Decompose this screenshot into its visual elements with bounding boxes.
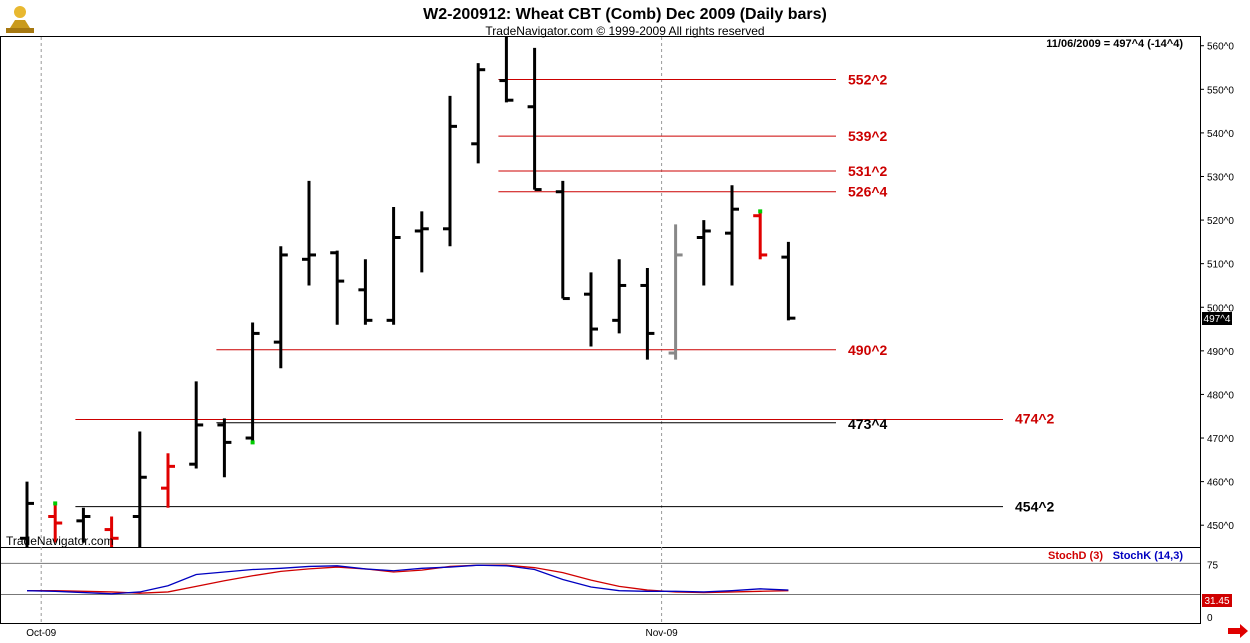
watermark-text: TradeNavigator.com xyxy=(6,534,114,548)
price-bar xyxy=(555,180,570,301)
price-axis: 450^0 460^0 470^0 480^0 490^0 500^0 510^0 520^0… xyxy=(1200,42,1234,532)
indicator-tick-label: 0 xyxy=(1207,613,1213,624)
date-axis: Oct-09 Nov-09 xyxy=(26,628,678,639)
price-bar xyxy=(527,47,542,192)
y-tick-label: 510^0 xyxy=(1207,260,1234,271)
level-label: 454^2 xyxy=(1015,499,1055,515)
price-bar xyxy=(471,63,486,164)
last-price-label: 497^4 xyxy=(1204,314,1231,325)
x-tick-label: Oct-09 xyxy=(26,628,56,639)
status-readout: 11/06/2009 = 497^4 (-14^4) xyxy=(1046,38,1183,50)
level-label: 474^2 xyxy=(1015,411,1055,427)
y-tick-label: 480^0 xyxy=(1207,390,1234,401)
y-tick-label: 530^0 xyxy=(1207,172,1234,183)
level-label: 539^2 xyxy=(848,128,888,144)
chart-subtitle: TradeNavigator.com © 1999-2009 All right… xyxy=(485,24,764,38)
x-tick-label: Nov-09 xyxy=(645,628,678,639)
level-label: 531^2 xyxy=(848,163,888,179)
price-bar xyxy=(330,250,345,325)
price-bar xyxy=(612,259,627,334)
level-lines: 552^2 539^2 531^2 526^4 490^2 474^2 473^4 454^2 xyxy=(75,72,1055,515)
trade-navigator-logo xyxy=(6,6,34,33)
y-tick-label: 500^0 xyxy=(1207,303,1234,314)
y-tick-label: 550^0 xyxy=(1207,85,1234,96)
price-bar xyxy=(753,209,768,260)
stochastic-indicator: 75 0 xyxy=(1,560,1219,624)
legend-stoch-k: StochK (14,3) xyxy=(1113,550,1184,562)
scroll-right-icon[interactable] xyxy=(1228,624,1248,638)
price-bar xyxy=(20,481,34,547)
price-bar xyxy=(386,207,401,325)
indicator-tick-label: 75 xyxy=(1207,560,1219,571)
level-label: 552^2 xyxy=(848,72,888,88)
price-bar xyxy=(668,224,683,360)
price-bar xyxy=(189,381,204,469)
price-bar xyxy=(217,418,232,478)
price-bar xyxy=(499,37,514,103)
y-tick-label: 460^0 xyxy=(1207,478,1234,489)
stoch-k-line xyxy=(26,564,789,595)
y-tick-label: 560^0 xyxy=(1207,42,1234,53)
price-bar xyxy=(781,241,796,321)
y-tick-label: 450^0 xyxy=(1207,521,1234,532)
price-bar xyxy=(48,501,63,543)
price-bar xyxy=(245,322,260,445)
price-bar xyxy=(161,453,175,508)
grid-lines xyxy=(40,37,663,623)
indicator-pane-frame xyxy=(0,547,1201,624)
level-label: 526^4 xyxy=(848,184,888,200)
price-bar xyxy=(640,268,655,360)
legend-stoch-d: StochD (3) xyxy=(1048,550,1103,562)
price-bar xyxy=(273,246,288,369)
price-bar xyxy=(132,431,147,547)
y-tick-label: 470^0 xyxy=(1207,434,1234,445)
price-bar xyxy=(358,259,373,325)
price-bar xyxy=(104,516,119,547)
price-bars xyxy=(20,37,796,547)
y-tick-label: 520^0 xyxy=(1207,216,1234,227)
price-bar xyxy=(696,220,711,286)
level-label: 490^2 xyxy=(848,342,888,358)
chart-title: W2-200912: Wheat CBT (Comb) Dec 2009 (Da… xyxy=(423,6,827,23)
price-bar xyxy=(725,185,739,286)
price-bar xyxy=(584,272,598,347)
price-bar xyxy=(302,180,316,286)
last-price-box xyxy=(1202,312,1232,325)
y-tick-label: 540^0 xyxy=(1207,129,1234,140)
price-bar xyxy=(414,211,429,273)
level-label: 473^4 xyxy=(848,416,888,432)
indicator-value-label: 31.45 xyxy=(1204,596,1229,607)
indicator-value-box xyxy=(1202,594,1232,607)
price-bar xyxy=(76,507,91,543)
price-bar xyxy=(443,95,457,247)
y-tick-label: 490^0 xyxy=(1207,347,1234,358)
